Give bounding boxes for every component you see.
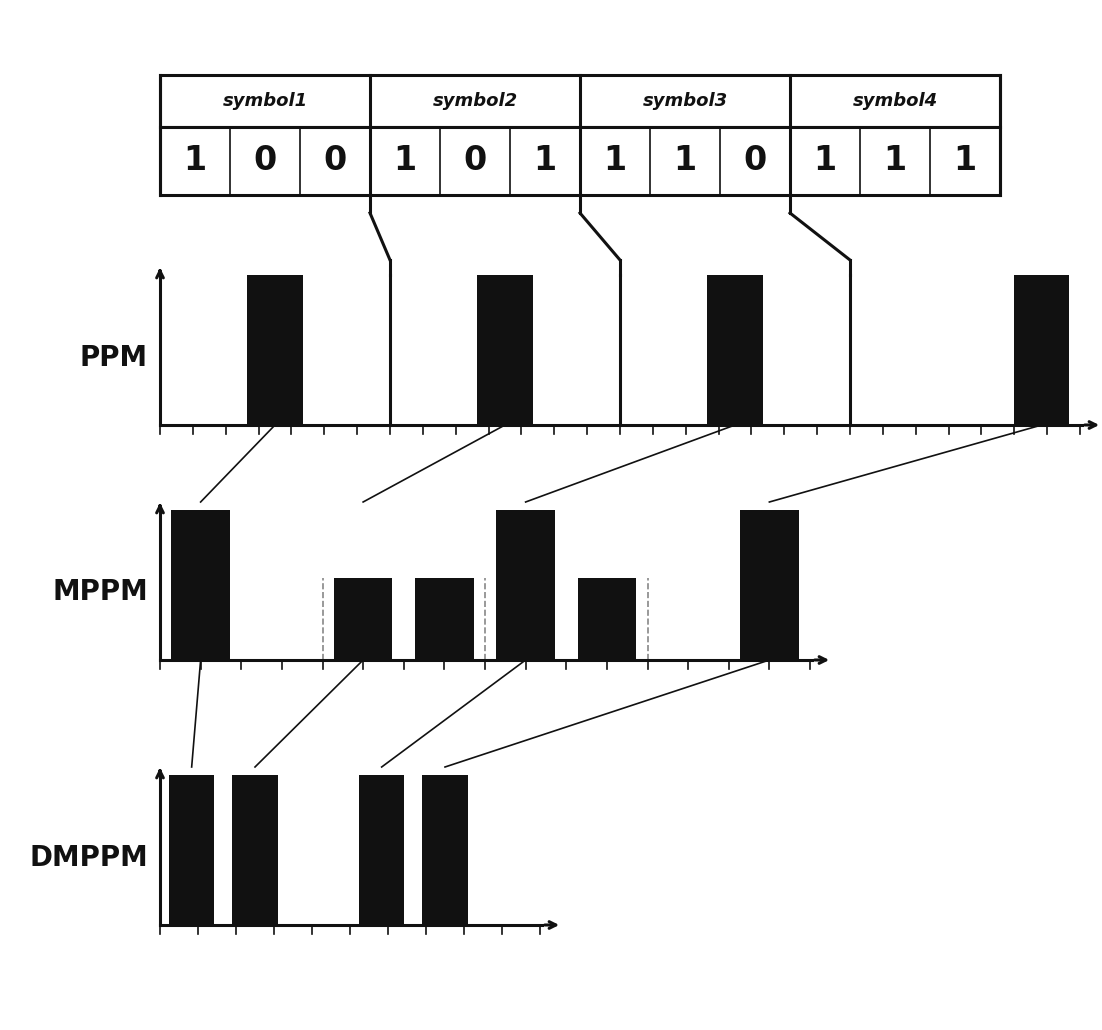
Text: 1: 1: [183, 144, 206, 177]
Bar: [248, 275, 303, 425]
Bar: [577, 578, 636, 660]
Text: symbol4: symbol4: [853, 92, 938, 110]
Bar: [422, 775, 468, 925]
Text: DMPPM: DMPPM: [30, 844, 148, 871]
Bar: [477, 275, 532, 425]
Text: 0: 0: [253, 144, 277, 177]
Bar: [160, 127, 1000, 195]
Bar: [160, 75, 1000, 127]
Text: 1: 1: [673, 144, 696, 177]
Text: symbol3: symbol3: [642, 92, 727, 110]
Bar: [172, 510, 230, 660]
Bar: [741, 510, 799, 660]
Text: MPPM: MPPM: [52, 579, 148, 607]
Text: symbol2: symbol2: [432, 92, 518, 110]
Text: 0: 0: [463, 144, 487, 177]
Bar: [415, 578, 474, 660]
Text: 1: 1: [953, 144, 976, 177]
Text: 1: 1: [393, 144, 417, 177]
Bar: [233, 775, 278, 925]
Text: 1: 1: [533, 144, 557, 177]
Bar: [334, 578, 392, 660]
Text: 0: 0: [323, 144, 347, 177]
Text: 1: 1: [813, 144, 836, 177]
Text: 1: 1: [884, 144, 907, 177]
Bar: [359, 775, 404, 925]
Bar: [496, 510, 555, 660]
Text: 1: 1: [604, 144, 627, 177]
Text: PPM: PPM: [79, 343, 148, 372]
Text: symbol1: symbol1: [223, 92, 307, 110]
Bar: [707, 275, 763, 425]
Bar: [169, 775, 215, 925]
Text: 0: 0: [744, 144, 767, 177]
Bar: [1014, 275, 1069, 425]
